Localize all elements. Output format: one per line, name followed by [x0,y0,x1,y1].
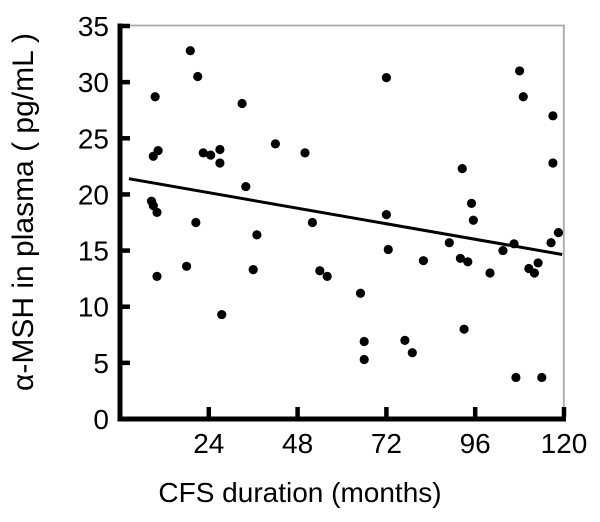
data-point [381,210,391,220]
data-point [248,265,258,275]
y-tick-label: 10 [78,292,109,323]
data-point [466,198,477,209]
data-point [300,148,310,158]
data-point [548,111,558,121]
x-tick-label: 120 [541,428,588,459]
data-point [150,92,160,102]
data-point [533,258,543,268]
x-tick-label: 96 [460,428,491,459]
data-point [315,266,325,276]
data-point [553,228,564,238]
x-tick-label: 72 [371,428,402,459]
data-point [455,253,465,264]
data-point [518,92,528,102]
data-point [468,215,478,225]
y-axis-title: α-MSH in plasma ( pg/mL ) [7,33,40,391]
y-tick-label: 0 [93,404,109,435]
y-tick-label: 5 [93,348,109,379]
y-tick-label: 20 [78,179,109,210]
data-point [198,148,208,158]
data-point [485,268,495,278]
data-point [459,324,469,334]
data-point [381,73,391,83]
x-tick-label: 48 [282,428,313,459]
data-point [463,257,473,267]
data-point [217,309,227,320]
data-point [270,139,280,149]
data-point [152,207,162,217]
y-tick-label: 30 [78,67,109,98]
y-tick-label: 15 [78,236,109,267]
x-axis-title: CFS duration (months) [158,477,441,508]
data-point [418,256,428,266]
data-point [509,239,519,249]
data-point [185,46,195,56]
data-point [537,372,547,383]
data-point [383,244,393,255]
data-point [237,98,247,109]
data-point [515,66,525,76]
data-point [307,217,317,228]
data-point [215,158,225,168]
data-point [407,348,417,358]
data-point [152,271,162,281]
data-point [182,261,192,271]
x-tick-label: 24 [193,428,224,459]
data-point [498,245,508,256]
data-point [215,144,225,155]
y-tick-label: 25 [78,123,109,154]
data-point [148,201,158,211]
data-point [193,71,203,82]
data-point [252,230,262,240]
data-point [322,271,332,281]
data-point [206,150,216,160]
data-point [153,146,163,156]
data-point [400,335,410,345]
data-point [548,158,558,168]
trend-line [128,177,563,256]
data-point [444,238,454,248]
data-point [359,354,369,365]
data-point [546,238,556,248]
data-point [355,288,366,298]
data-point [191,217,201,228]
data-point [359,336,369,347]
data-point [241,181,251,192]
data-point [511,372,521,383]
y-tick-label: 35 [78,11,109,42]
data-point [529,268,540,278]
data-point [457,164,467,174]
